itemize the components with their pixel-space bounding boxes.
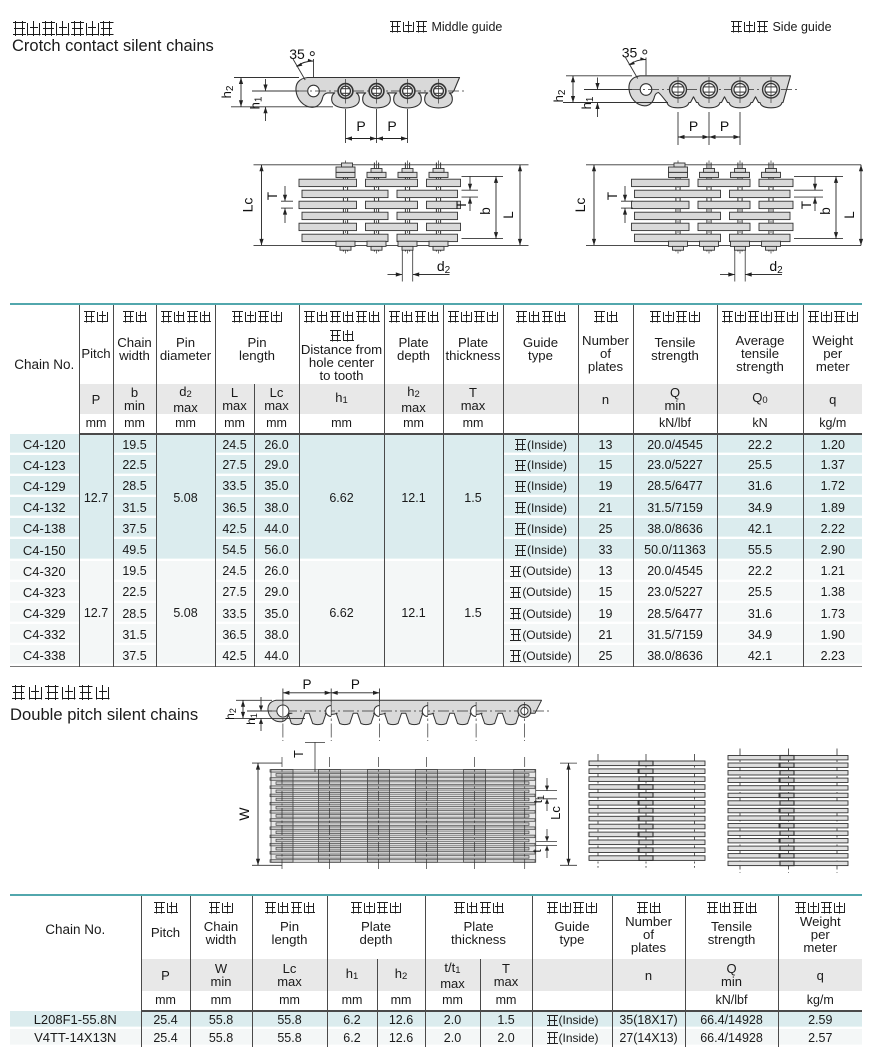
svg-text:t1: t1 xyxy=(531,795,546,803)
svg-text:h1: h1 xyxy=(248,96,265,109)
svg-text:T: T xyxy=(454,201,469,209)
svg-text:P: P xyxy=(387,118,396,134)
svg-text:P: P xyxy=(356,118,365,134)
svg-text:T: T xyxy=(265,192,280,200)
svg-text:T: T xyxy=(605,192,620,200)
svg-text:W: W xyxy=(236,807,252,821)
svg-text:b: b xyxy=(818,207,833,215)
svg-text:P: P xyxy=(351,677,360,692)
svg-text:T: T xyxy=(799,201,814,209)
svg-text:h2: h2 xyxy=(219,85,236,98)
svg-text:P: P xyxy=(720,118,729,134)
svg-text:h2: h2 xyxy=(223,708,238,720)
svg-text:35: 35 xyxy=(289,46,305,62)
svg-text:Lc: Lc xyxy=(548,806,563,820)
svg-text:Lc: Lc xyxy=(572,198,588,213)
svg-text:P: P xyxy=(303,677,312,692)
svg-text:L: L xyxy=(842,211,857,219)
svg-text:b: b xyxy=(478,207,493,215)
svg-text:d2: d2 xyxy=(769,258,783,276)
svg-text:h2: h2 xyxy=(551,89,568,102)
svg-text:L: L xyxy=(501,211,516,219)
svg-text:t: t xyxy=(530,849,544,853)
svg-text:35: 35 xyxy=(622,45,638,61)
svg-text:h1: h1 xyxy=(579,96,596,109)
svg-text:P: P xyxy=(689,118,698,134)
svg-text:h1: h1 xyxy=(244,713,259,725)
svg-text:d2: d2 xyxy=(437,258,451,276)
svg-text:T: T xyxy=(292,750,306,758)
svg-text:Lc: Lc xyxy=(240,198,256,213)
